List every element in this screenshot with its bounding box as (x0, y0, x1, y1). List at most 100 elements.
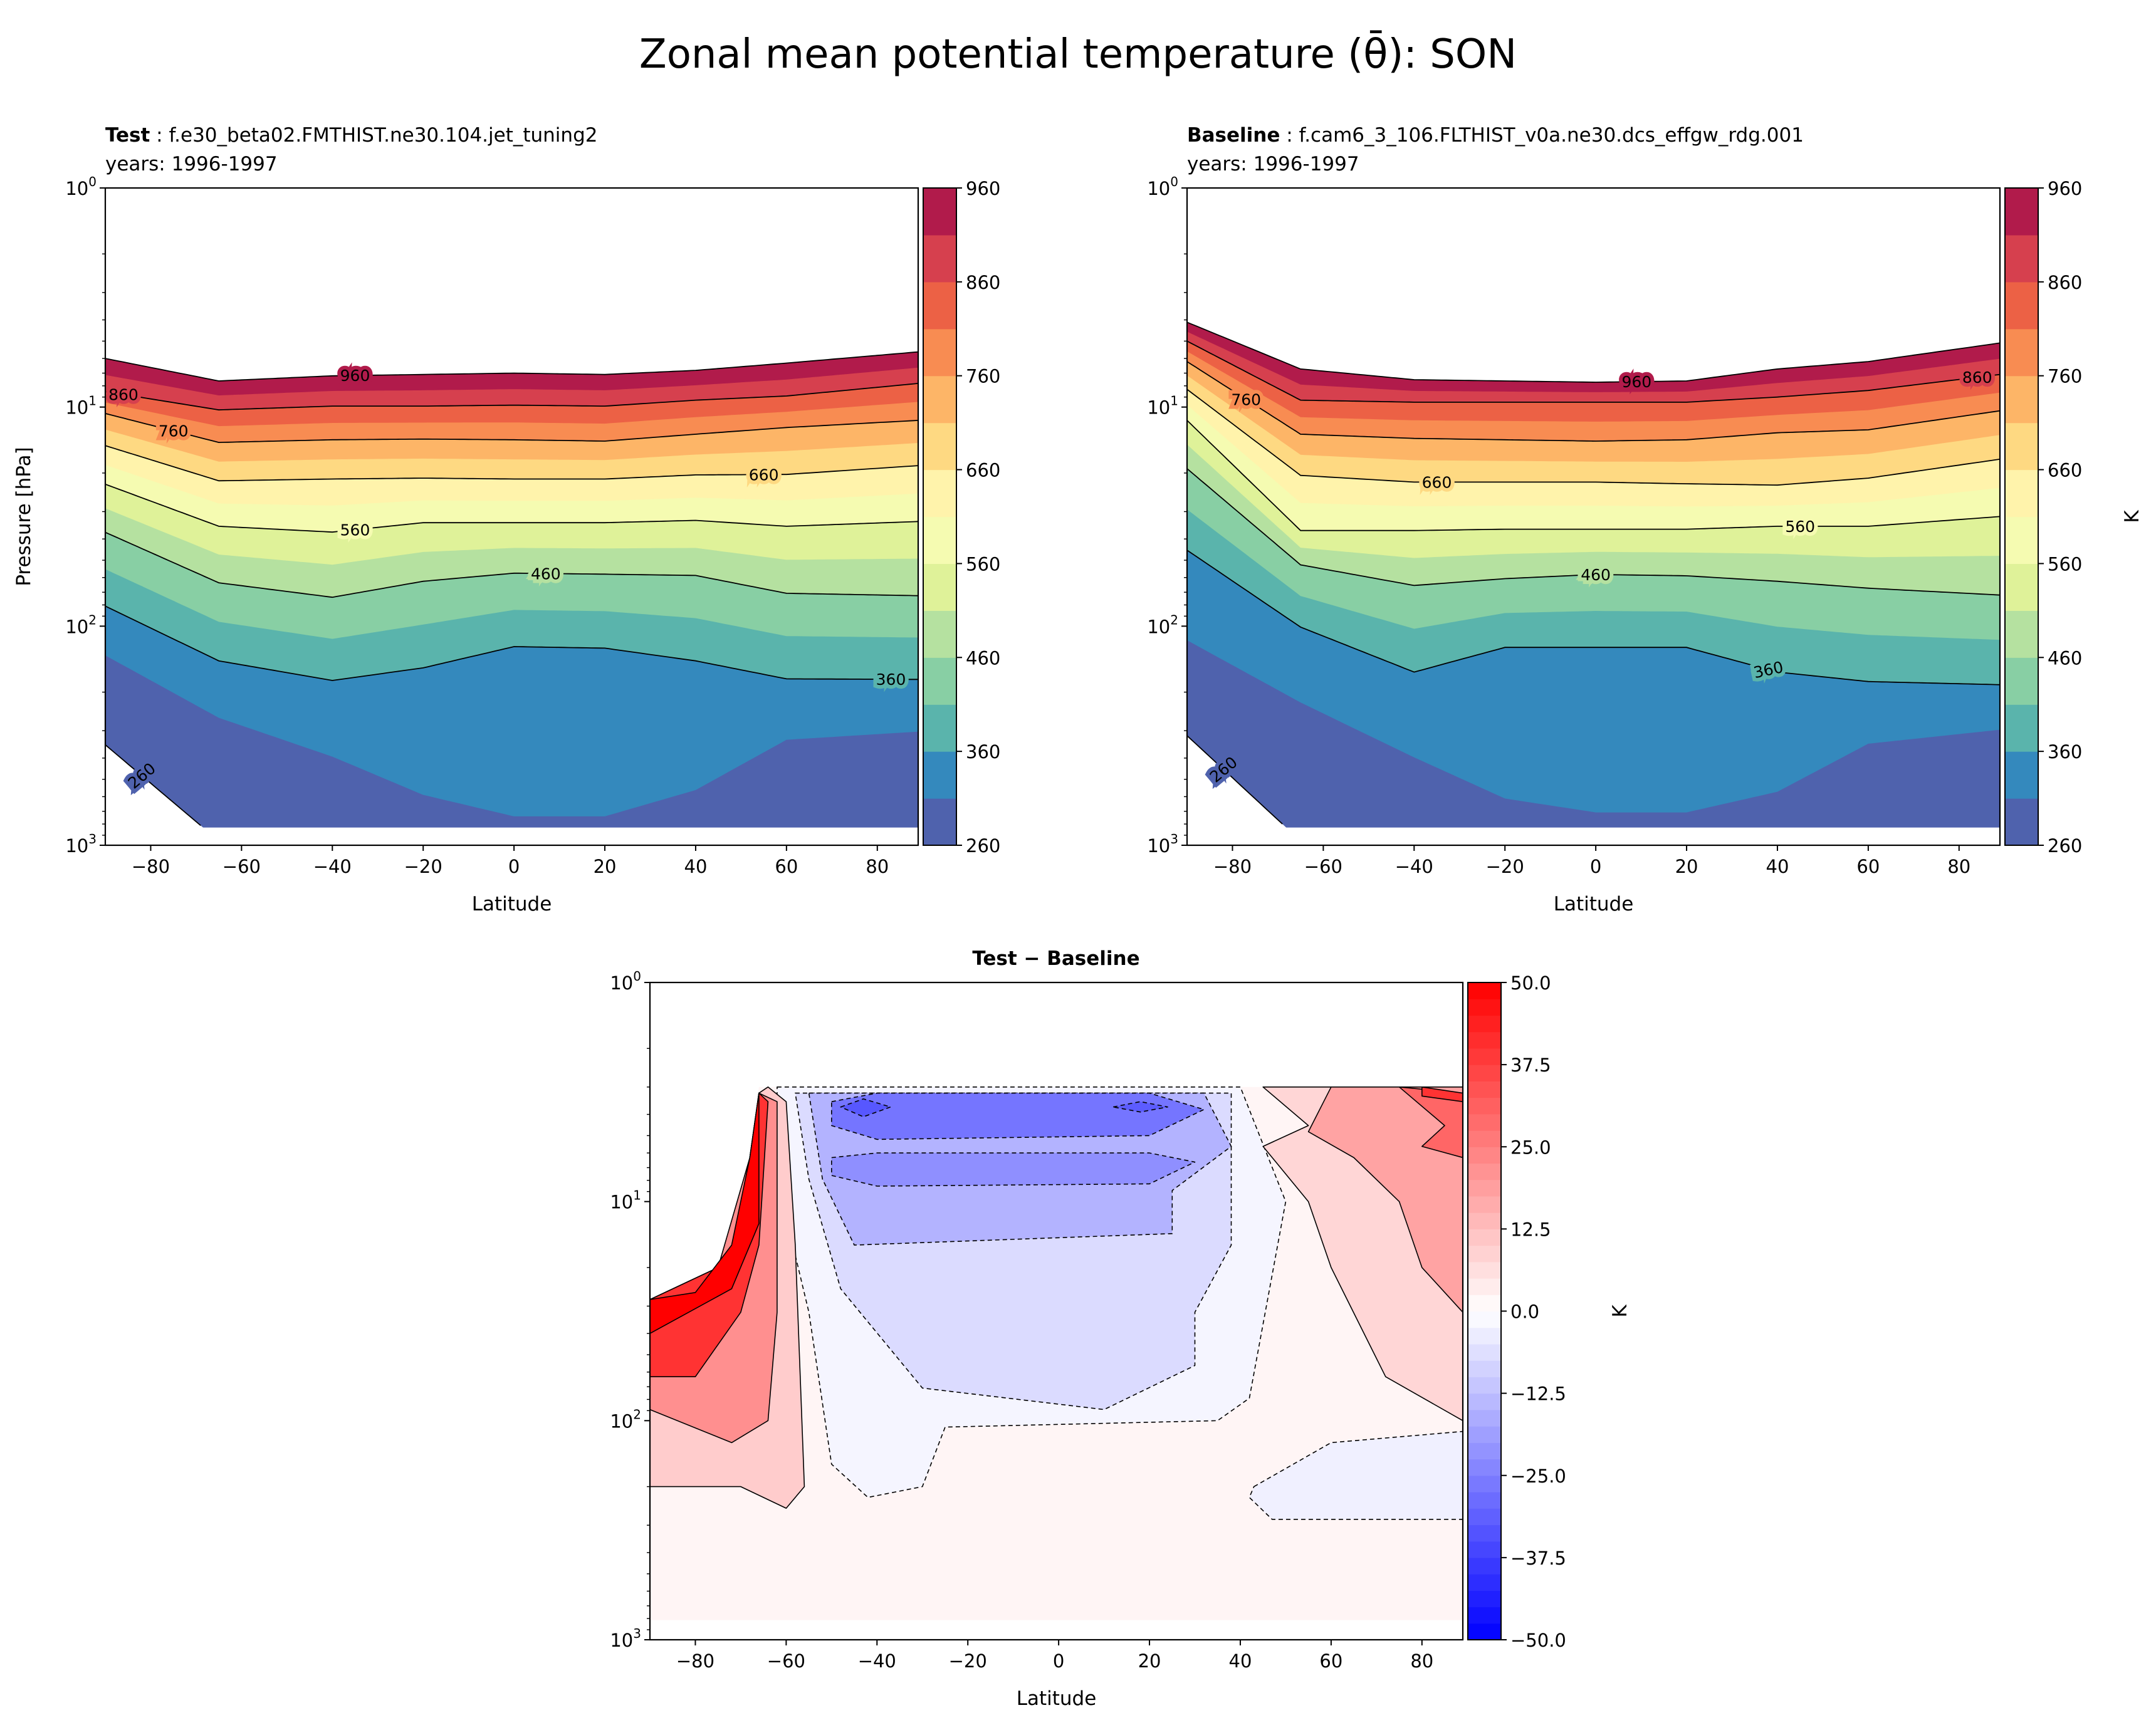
baseline-title-sep: : (1280, 124, 1299, 147)
baseline-colorbar-band (2005, 657, 2038, 705)
diff-colorbar-tick-label: −50.0 (1510, 1630, 1566, 1651)
baseline-x-tick-label: 40 (1766, 856, 1789, 877)
diff-negative-region (831, 1152, 1196, 1187)
diff-colorbar-band (1468, 1245, 1501, 1263)
baseline-contour-label: 860 (1962, 368, 1992, 387)
diff-colorbar-band (1468, 1508, 1501, 1526)
diff-x-tick-label: 20 (1138, 1650, 1161, 1672)
diff-x-tick-label: −40 (858, 1650, 896, 1672)
diff-y-tick-label: 102 (610, 1407, 641, 1432)
diff-colorbar-band (1468, 1065, 1501, 1081)
diff-x-tick-label: 0 (1053, 1650, 1064, 1672)
test-colorbar: 260 360 460 560 660 760 860 960 (923, 178, 1000, 857)
y-tick-exponent: 3 (88, 831, 97, 847)
baseline-colorbar-tick-label: 860 (2048, 272, 2082, 293)
diff-colorbar-band (1468, 1196, 1501, 1213)
test-x-tick-label: 20 (594, 856, 617, 877)
diff-colorbar-tick-label: 0.0 (1510, 1301, 1539, 1323)
test-colorbar-tick-label: 760 (966, 366, 1000, 387)
diff-colorbar-band (1468, 1311, 1501, 1328)
diff-colorbar-band (1468, 1623, 1501, 1640)
y-tick-exponent: 1 (88, 393, 97, 409)
baseline-colorbar-band (2005, 798, 2038, 846)
diff-colorbar-band (1468, 1113, 1501, 1131)
baseline-colorbar-tick-label: 460 (2048, 647, 2082, 669)
test-x-tick-label: 0 (508, 856, 520, 877)
test-colorbar-tick-label: 960 (966, 178, 1000, 199)
diff-x-axis-label: Latitude (1017, 1687, 1097, 1710)
baseline-colorbar-band (2005, 469, 2038, 518)
baseline-contour-line-260 (1187, 735, 1283, 825)
baseline-colorbar-band (2005, 281, 2038, 330)
diff-colorbar-band (1468, 1179, 1501, 1197)
test-contour-label: 560 (340, 521, 370, 539)
diff-negative-region (1248, 1430, 1463, 1520)
test-colorbar-tick-label: 660 (966, 460, 1000, 481)
baseline-colorbar-tick-label: 360 (2048, 741, 2082, 763)
test-colorbar-band (923, 281, 956, 330)
diff-axes: −80 −60 −40 −20 0 20 40 60 80Latitude10010110210… (610, 969, 1464, 1710)
test-colorbar-tick-label: 360 (966, 741, 1000, 763)
test-contour-line-660 (105, 445, 918, 482)
diff-colorbar-band (1468, 1147, 1501, 1164)
baseline-colorbar-tick-label: 260 (2048, 835, 2082, 857)
test-y-tick-label: 100 (65, 174, 97, 199)
y-tick-base: 10 (65, 835, 88, 857)
diff-colorbar-band (1468, 1360, 1501, 1377)
baseline-colorbar-tick-label: 660 (2048, 460, 2082, 481)
test-axes: −80 −60 −40 −20 0 20 40 60 80Latitude10010110210… (13, 174, 919, 915)
baseline-years: years: 1996-1997 (1187, 153, 1359, 175)
test-colorbar-tick-label: 260 (966, 835, 1000, 857)
baseline-contour-line-860 (1187, 340, 2000, 403)
test-colorbar-band (923, 375, 956, 424)
baseline-colorbar-band (2005, 704, 2038, 752)
test-contour-line-560 (105, 483, 918, 533)
diff-x-tick-label: −60 (767, 1650, 805, 1672)
test-missing-data-region (105, 827, 918, 845)
baseline-colorbar: 260 360 460 560 660 760 860 960 K (2004, 178, 2143, 857)
diff-colorbar-tick-label: 12.5 (1510, 1219, 1551, 1240)
baseline-x-tick-label: −80 (1213, 856, 1252, 877)
baseline-colorbar-band (2005, 751, 2038, 799)
diff-axes-frame (649, 981, 1464, 1641)
diff-colorbar-tick-label: −12.5 (1510, 1383, 1566, 1405)
diff-panel-title: Test − Baseline (972, 947, 1139, 970)
y-tick-base: 10 (610, 1410, 633, 1432)
y-tick-exponent: 1 (1170, 393, 1178, 409)
test-x-tick-label: 80 (866, 856, 889, 877)
test-colorbar-band (923, 422, 956, 471)
diff-colorbar-band (1468, 1015, 1501, 1033)
test-colorbar-band (923, 516, 956, 565)
y-tick-base: 10 (65, 616, 88, 637)
diff-colorbar-band (1468, 1524, 1501, 1542)
test-contour-label: 360 (876, 670, 906, 689)
diff-colorbar-band (1468, 1295, 1501, 1312)
diff-colorbar-band (1468, 1278, 1501, 1295)
diff-colorbar-band (1468, 1409, 1501, 1427)
test-colorbar-band (923, 751, 956, 799)
diff-x-tick-label: 40 (1229, 1650, 1252, 1672)
diff-colorbar-tick-label: 37.5 (1510, 1055, 1551, 1076)
baseline-contour-line-660 (1187, 388, 2000, 486)
test-colorbar-band (923, 704, 956, 752)
baseline-colorbar-tick-label: 560 (2048, 553, 2082, 575)
diff-y-tick-label: 100 (610, 969, 641, 994)
baseline-contour-label: 760 (1231, 390, 1261, 409)
test-contour-line-360 (105, 605, 918, 681)
baseline-case-name: f.cam6_3_106.FLTHIST_v0a.ne30.dcs_effgw_… (1299, 124, 1804, 147)
test-colorbar-band (923, 469, 956, 518)
diff-colorbar-band (1468, 1229, 1501, 1246)
y-tick-base: 10 (610, 972, 633, 994)
test-y-tick-label: 101 (65, 393, 97, 419)
baseline-contour-line-360 (1187, 550, 2000, 685)
test-contour-line-860 (105, 383, 918, 411)
baseline-axes: −80 −60 −40 −20 0 20 40 60 80Latitude10010110210… (1147, 174, 2001, 915)
baseline-title-bold: Baseline (1187, 124, 1280, 147)
diff-positive-region (1307, 1086, 1463, 1313)
y-tick-base: 10 (65, 397, 88, 419)
diff-colorbar: 50.0 37.5 25.0 12.5 0.0 −12.5 −25.0 −37.5 −50.0 K (1467, 972, 1631, 1651)
diff-colorbar-band (1468, 1393, 1501, 1410)
